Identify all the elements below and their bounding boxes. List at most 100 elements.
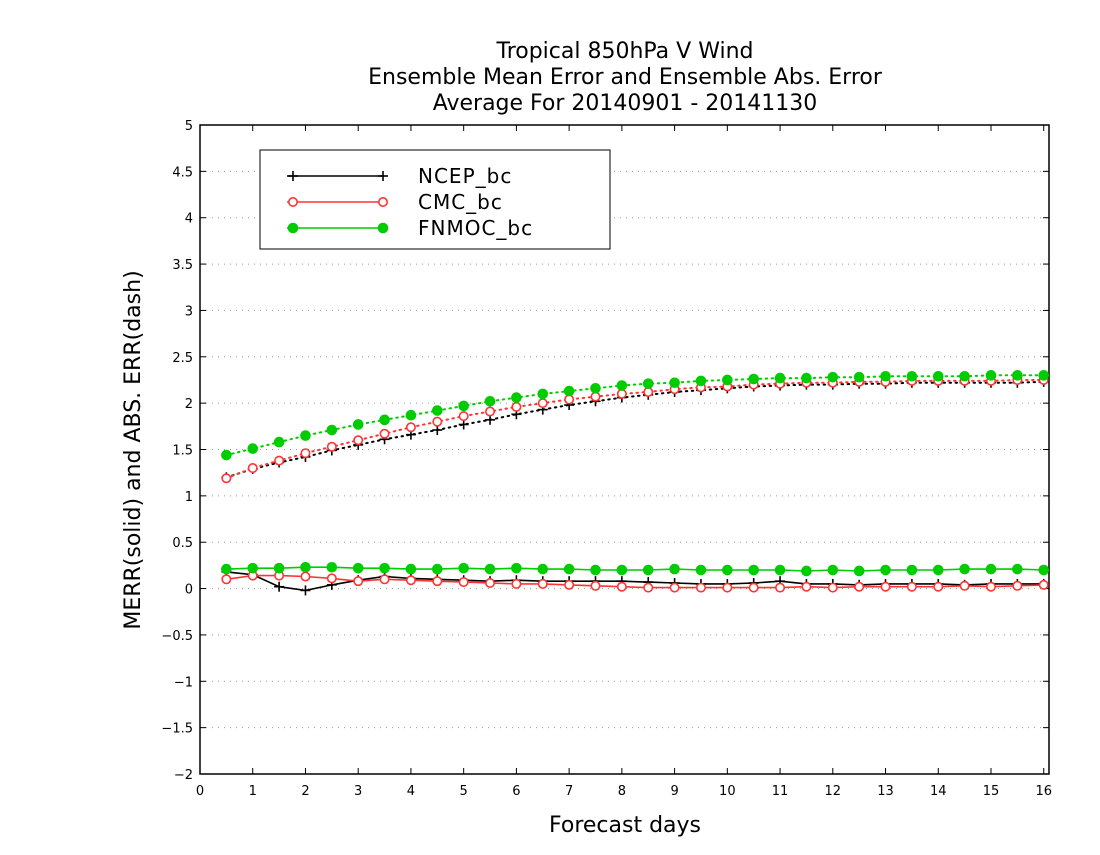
data-point-abs-error xyxy=(774,372,786,384)
data-point-abs-error xyxy=(247,463,258,474)
x-tick-label: 13 xyxy=(877,784,894,799)
legend: NCEP_bc CMC_bc FNMOC_bc xyxy=(259,149,611,250)
data-point-mean-error xyxy=(775,582,786,593)
y-tick-label: −1 xyxy=(174,675,193,690)
data-point-mean-error xyxy=(458,577,469,588)
legend-label-cmc: CMC_bc xyxy=(418,190,503,214)
legend-marker xyxy=(378,171,388,181)
data-point-mean-error xyxy=(511,578,522,589)
legend-box xyxy=(259,149,611,250)
data-point-mean-error xyxy=(695,582,706,593)
y-tick-label: 0 xyxy=(185,583,193,598)
x-tick-label: 15 xyxy=(983,784,1000,799)
data-point-abs-error xyxy=(326,441,337,452)
data-point-mean-error xyxy=(326,573,337,584)
data-point-mean-error xyxy=(590,564,601,576)
data-point-mean-error xyxy=(932,564,944,576)
data-point-abs-error xyxy=(511,401,522,412)
data-point-mean-error xyxy=(985,581,996,592)
data-point-abs-error xyxy=(748,373,759,385)
legend-marker xyxy=(288,171,298,181)
data-point-abs-error xyxy=(273,436,285,448)
data-point-abs-error xyxy=(352,419,364,430)
x-tick-label: 2 xyxy=(301,784,309,799)
y-tick-label: 1.5 xyxy=(172,444,193,459)
x-tick-label: 12 xyxy=(825,784,842,799)
data-point-mean-error xyxy=(537,563,549,575)
y-axis-label: MERR(solid) and ABS. ERR(dash) xyxy=(121,270,146,629)
x-tick-label: 8 xyxy=(618,784,626,799)
data-point-mean-error xyxy=(853,565,865,577)
data-point-mean-error xyxy=(959,580,970,591)
data-point-abs-error xyxy=(458,411,469,422)
data-point-abs-error xyxy=(590,391,601,402)
data-point-abs-error xyxy=(379,428,390,439)
x-tick-label: 5 xyxy=(460,784,468,799)
data-point-mean-error xyxy=(537,578,548,589)
data-point-mean-error xyxy=(563,563,575,575)
data-point-abs-error xyxy=(379,414,390,426)
data-point-abs-error xyxy=(484,395,496,407)
data-point-abs-error xyxy=(432,425,443,436)
legend-label-fnmoc: FNMOC_bc xyxy=(418,216,533,240)
data-point-abs-error xyxy=(431,405,443,416)
data-point-abs-error xyxy=(221,449,232,461)
x-tick-label: 10 xyxy=(719,784,736,799)
data-point-mean-error xyxy=(748,564,759,576)
data-point-abs-error xyxy=(221,473,232,484)
data-point-mean-error xyxy=(906,564,918,576)
x-tick-label: 16 xyxy=(1035,784,1052,799)
data-point-mean-error xyxy=(1012,563,1023,575)
data-point-mean-error xyxy=(854,581,865,592)
y-tick-label: 2.5 xyxy=(172,351,193,366)
y-tick-label: 3.5 xyxy=(172,258,193,273)
x-tick-label: 4 xyxy=(407,784,415,799)
data-point-mean-error xyxy=(405,563,417,575)
data-point-mean-error xyxy=(484,563,496,575)
data-point-abs-error xyxy=(458,400,469,412)
data-point-abs-error xyxy=(880,370,891,382)
data-point-mean-error xyxy=(616,581,627,592)
y-tick-label: 1 xyxy=(185,490,193,505)
data-point-abs-error xyxy=(563,385,575,397)
data-point-mean-error xyxy=(326,561,338,573)
data-point-abs-error xyxy=(353,435,364,446)
data-point-mean-error xyxy=(247,562,259,574)
data-point-mean-error xyxy=(274,581,285,592)
legend-marker xyxy=(287,222,299,234)
data-point-abs-error xyxy=(274,455,285,466)
axis-ticks: −2−1.5−1−0.500.511.522.533.544.550 1 2 3 4 5 6… xyxy=(161,119,1052,799)
chart-title: Tropical 850hPa V Wind Ensemble Mean Err… xyxy=(368,39,883,116)
x-axis-label: Forecast days xyxy=(549,813,701,838)
x-tick-label: 0 xyxy=(196,784,204,799)
data-point-abs-error xyxy=(722,374,733,386)
data-point-abs-error xyxy=(485,414,496,425)
data-point-mean-error xyxy=(511,562,522,574)
title-line-2: Ensemble Mean Error and Ensemble Abs. Er… xyxy=(368,65,883,90)
data-point-mean-error xyxy=(485,578,496,589)
y-tick-label: 2 xyxy=(185,397,193,412)
data-point-mean-error xyxy=(933,581,944,592)
y-tick-label: −0.5 xyxy=(161,629,193,644)
data-point-abs-error xyxy=(616,388,627,399)
data-point-mean-error xyxy=(300,561,311,573)
series-line-mean-error xyxy=(226,566,1044,572)
data-point-abs-error xyxy=(669,377,680,389)
data-point-mean-error xyxy=(695,564,707,576)
data-point-abs-error xyxy=(643,387,654,398)
data-point-abs-error xyxy=(485,406,496,417)
legend-marker xyxy=(377,222,389,234)
data-point-mean-error xyxy=(353,576,364,587)
data-point-abs-error xyxy=(458,419,469,430)
data-point-abs-error xyxy=(695,375,707,387)
data-point-mean-error xyxy=(616,564,628,576)
data-point-mean-error xyxy=(300,585,311,596)
data-point-mean-error xyxy=(1038,579,1049,590)
data-point-mean-error xyxy=(643,582,654,593)
data-point-mean-error xyxy=(774,564,786,576)
data-point-abs-error xyxy=(300,430,311,441)
data-point-abs-error xyxy=(590,383,601,394)
data-point-mean-error xyxy=(458,562,469,574)
data-point-mean-error xyxy=(221,563,232,575)
data-point-abs-error xyxy=(985,370,997,381)
